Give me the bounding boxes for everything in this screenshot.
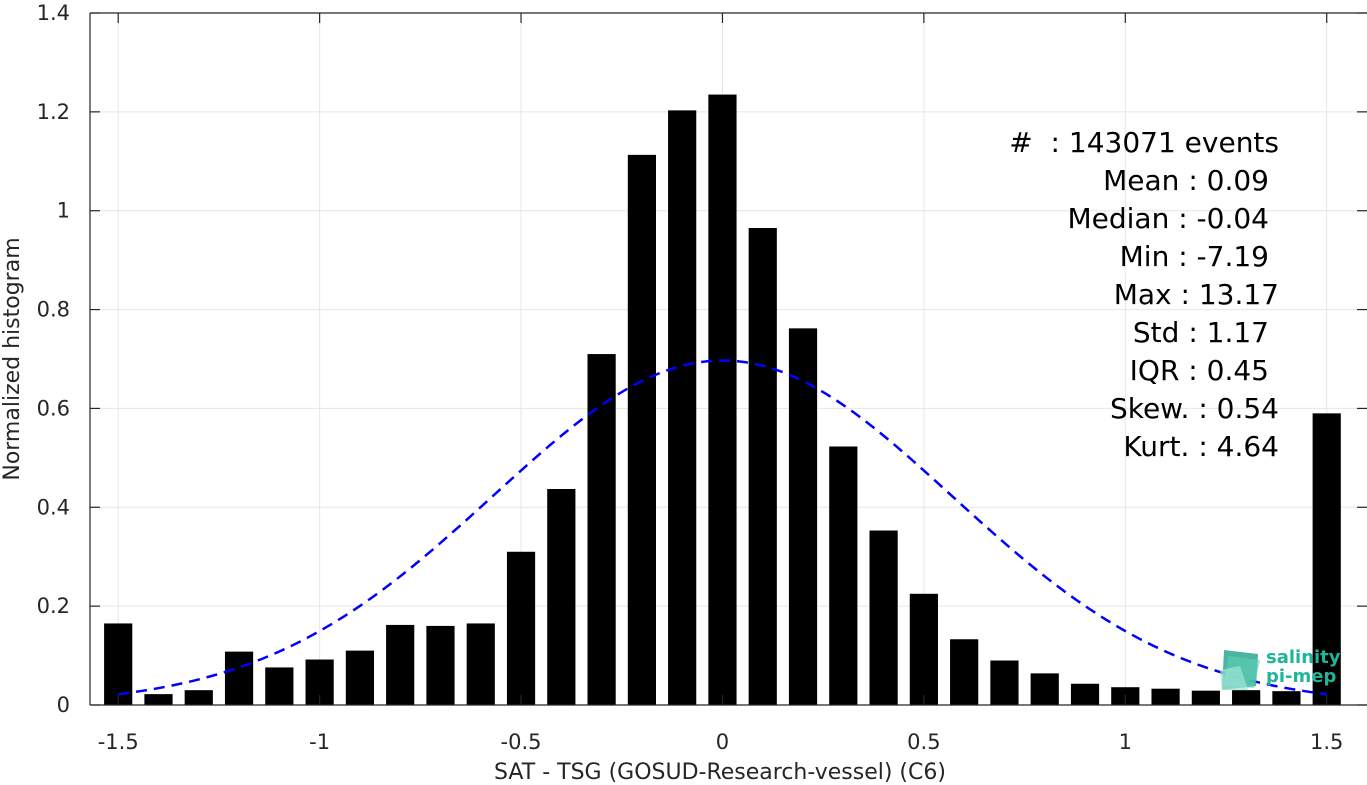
logo-line-1: salinity bbox=[1266, 647, 1341, 668]
histogram-bar bbox=[627, 154, 656, 706]
x-axis-title: SAT - TSG (GOSUD-Research-vessel) (C6) bbox=[494, 760, 946, 785]
x-tick-label: -1 bbox=[309, 730, 330, 754]
histogram-bar bbox=[1070, 683, 1100, 705]
histogram-bar bbox=[224, 651, 254, 705]
histogram-bar bbox=[708, 94, 737, 706]
stat-median: Median : -0.04 bbox=[1067, 202, 1269, 235]
histogram-bar bbox=[184, 690, 213, 705]
x-tick-label: 1.5 bbox=[1310, 730, 1343, 754]
histogram-bar bbox=[668, 110, 697, 706]
histogram-bar bbox=[1312, 413, 1341, 705]
stat-std: Std : 1.17 bbox=[1132, 316, 1269, 349]
y-axis-title: Normalized histogram bbox=[0, 237, 25, 480]
histogram-bar bbox=[1030, 673, 1059, 705]
histogram-bar bbox=[506, 551, 536, 705]
stat-mean: Mean : 0.09 bbox=[1103, 164, 1269, 197]
histogram-bar bbox=[950, 639, 979, 705]
salinity-pimep-logo: salinity pi-mep bbox=[1218, 646, 1348, 696]
logo-text: salinity pi-mep bbox=[1266, 648, 1341, 686]
histogram-bar bbox=[1191, 690, 1220, 705]
y-tick-label: 0.8 bbox=[37, 298, 70, 322]
histogram-bar bbox=[1151, 688, 1180, 705]
histogram-bar bbox=[909, 593, 938, 705]
x-tick-labels: -1.5 -1 -0.5 0 0.5 1 1.5 bbox=[98, 730, 1344, 754]
histogram-bar bbox=[104, 623, 133, 705]
y-tick-label: 0.4 bbox=[37, 495, 70, 519]
logo-mark-icon bbox=[1220, 650, 1260, 690]
axes bbox=[89, 12, 1367, 706]
histogram-bar bbox=[788, 328, 818, 705]
stat-max: Max : 13.17 bbox=[1113, 278, 1279, 311]
x-tick-label: -0.5 bbox=[501, 730, 542, 754]
y-tick-label: 1.2 bbox=[37, 100, 70, 124]
histogram-bar bbox=[426, 625, 455, 705]
y-tick-label: 0.6 bbox=[37, 396, 70, 420]
histogram-bars bbox=[104, 94, 1341, 706]
statistics-box: # : 143071 events Mean : 0.09 Median : -… bbox=[1009, 124, 1279, 466]
histogram-bar bbox=[869, 530, 898, 705]
histogram-bar bbox=[1232, 690, 1261, 705]
logo-line-2: pi-mep bbox=[1266, 666, 1337, 687]
histogram-bar bbox=[386, 624, 415, 705]
histogram-bar bbox=[345, 650, 375, 705]
histogram-bar bbox=[587, 354, 616, 705]
y-tick-label: 1 bbox=[57, 199, 70, 223]
y-tick-label: 0 bbox=[57, 693, 70, 717]
histogram-bar bbox=[144, 694, 173, 705]
stat-min: Min : -7.19 bbox=[1119, 240, 1269, 273]
x-tick-label: 0.5 bbox=[907, 730, 940, 754]
histogram-bar bbox=[265, 667, 294, 705]
y-tick-labels: 0 0.2 0.4 0.6 0.8 1 1.2 1.4 bbox=[37, 1, 70, 717]
y-tick-label: 0.2 bbox=[37, 594, 70, 618]
stat-iqr: IQR : 0.45 bbox=[1129, 354, 1269, 387]
histogram-bar bbox=[748, 228, 777, 705]
histogram-bar bbox=[990, 660, 1019, 705]
histogram-bar bbox=[466, 623, 495, 705]
histogram-bar bbox=[829, 446, 858, 705]
gaussian-fit-curve bbox=[118, 359, 1327, 696]
stat-kurt: Kurt. : 4.64 bbox=[1123, 430, 1279, 463]
x-tick-label: 1 bbox=[1119, 730, 1132, 754]
stat-skew: Skew. : 0.54 bbox=[1109, 392, 1279, 425]
stat-events: # : 143071 events bbox=[1009, 126, 1279, 159]
x-tick-label: -1.5 bbox=[98, 730, 139, 754]
x-tick-label: 0 bbox=[716, 730, 729, 754]
histogram-bar bbox=[1272, 691, 1301, 705]
histogram-bar bbox=[547, 488, 576, 705]
y-tick-label: 1.4 bbox=[37, 1, 70, 25]
